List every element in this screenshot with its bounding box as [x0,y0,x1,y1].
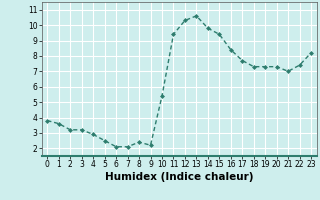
X-axis label: Humidex (Indice chaleur): Humidex (Indice chaleur) [105,172,253,182]
